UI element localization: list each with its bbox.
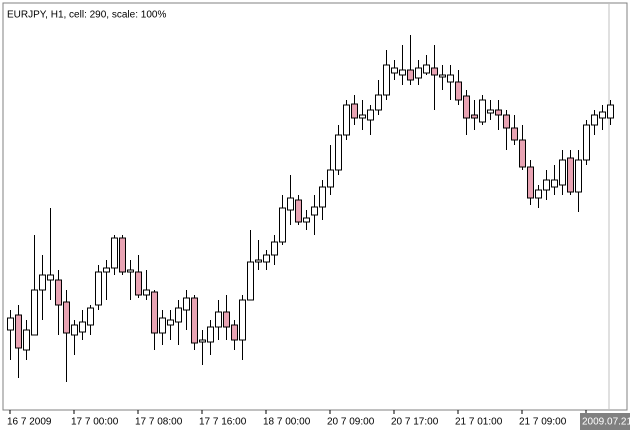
candle-body [471, 114, 478, 119]
candle-body [7, 317, 14, 331]
x-tick-label: 18 7 00:00 [263, 417, 311, 428]
candle-body [215, 311, 222, 328]
candle-body [487, 109, 494, 114]
candle-body [23, 329, 30, 351]
candle-body [527, 166, 534, 199]
candle-body [311, 206, 318, 216]
candle-body [295, 199, 302, 223]
candle-body [47, 274, 54, 281]
candle-body [447, 74, 454, 83]
candle-body [495, 109, 502, 116]
candle-body [559, 159, 566, 186]
candle-body [519, 139, 526, 168]
candle-body [415, 67, 422, 79]
candle-body [575, 159, 582, 193]
candle-body [391, 67, 398, 74]
candle-body [327, 169, 334, 188]
x-tick-label: 17 7 16:00 [199, 417, 247, 428]
x-tick-label: 21 7 01:00 [455, 417, 503, 428]
candle-body [383, 64, 390, 96]
candle-body [95, 271, 102, 306]
candle-body [151, 291, 158, 334]
x-tick-label: 21 7 09:00 [519, 417, 567, 428]
candle-body [119, 237, 126, 273]
candle-body [343, 104, 350, 136]
candle-body [511, 127, 518, 141]
candle-body [39, 274, 46, 291]
candle-body [583, 124, 590, 161]
candle-body [503, 114, 510, 129]
candle-body [263, 254, 270, 263]
candle-body [71, 324, 78, 336]
candle-body [231, 324, 238, 341]
x-tick-label: 16 7 2009 [7, 417, 52, 428]
candle-body [55, 279, 62, 306]
candle-body [599, 111, 606, 119]
candle-body [367, 109, 374, 121]
candle-body [551, 179, 558, 188]
candle-body [199, 339, 206, 343]
candle-body [239, 299, 246, 341]
candle-body [375, 94, 382, 111]
candle-body [431, 67, 438, 76]
chart-title: EURJPY, H1, cell: 290, scale: 100% [7, 10, 166, 21]
candle-body [535, 189, 542, 199]
candle-body [111, 237, 118, 269]
candle-body [303, 217, 310, 223]
candle-body [15, 314, 22, 349]
candle-body [143, 289, 150, 296]
candle-body [455, 81, 462, 101]
candle-body [423, 64, 430, 74]
candle-body [607, 104, 614, 119]
candle-body [543, 179, 550, 191]
x-tick-label: 20 7 09:00 [327, 417, 375, 428]
candle-body [567, 157, 574, 193]
candle-body [439, 74, 446, 78]
candle-body [479, 99, 486, 123]
cursor-time-box [580, 413, 630, 430]
candle-body [167, 319, 174, 326]
candle-body [31, 289, 38, 336]
candle-body [335, 134, 342, 171]
candle-body [63, 301, 70, 334]
candle-body [175, 307, 182, 323]
x-tick-label: 2009.07.21 [582, 417, 630, 428]
candle-body [287, 197, 294, 211]
candle-body [407, 69, 414, 81]
candle-body [359, 114, 366, 119]
candle-body [87, 307, 94, 326]
x-tick-label: 17 7 08:00 [135, 417, 183, 428]
candle-body [127, 269, 134, 273]
x-tick-label: 20 7 17:00 [391, 417, 439, 428]
candle-body [319, 186, 326, 208]
candle-body [223, 311, 230, 328]
x-tick-label: 17 7 00:00 [71, 417, 119, 428]
candle-body [591, 114, 598, 126]
candle-body [279, 207, 286, 243]
candle-body [79, 321, 86, 333]
candle-body [247, 261, 254, 301]
candle-body [135, 271, 142, 296]
candle-body [183, 297, 190, 311]
candle-body [255, 259, 262, 263]
candle-body [207, 326, 214, 343]
candle-body [159, 317, 166, 334]
candle-body [191, 297, 198, 344]
candle-body [103, 267, 110, 273]
candle-body [351, 103, 358, 119]
candle-body [399, 69, 406, 76]
candle-body [271, 241, 278, 256]
candle-body [463, 95, 470, 119]
